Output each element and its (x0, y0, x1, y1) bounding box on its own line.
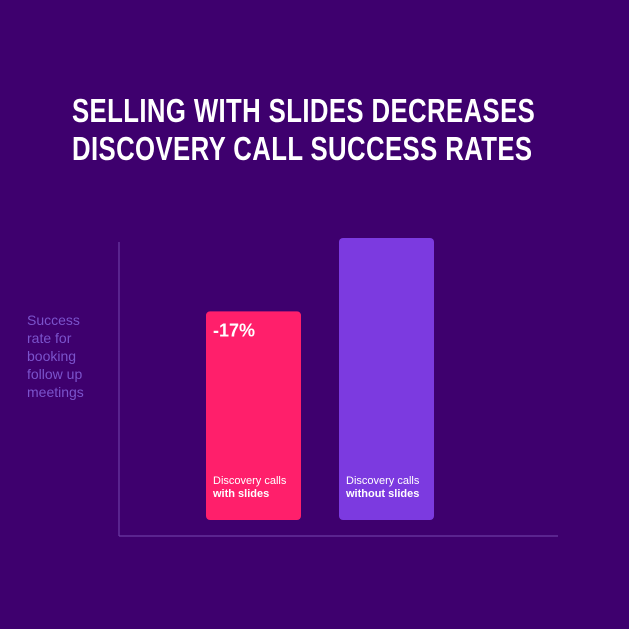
annotation: -17% (213, 320, 255, 340)
y-axis-label: Success rate for booking follow up meeti… (27, 312, 84, 400)
bar-label: Discovery calls (213, 475, 287, 487)
bar (339, 238, 434, 520)
bar-label: Discovery calls (346, 475, 420, 487)
bar (206, 311, 301, 520)
bar-label: with slides (212, 488, 269, 500)
chart-title: SELLING WITH SLIDES DECREASES DISCOVERY … (72, 92, 536, 167)
bar-label: without slides (345, 488, 419, 500)
